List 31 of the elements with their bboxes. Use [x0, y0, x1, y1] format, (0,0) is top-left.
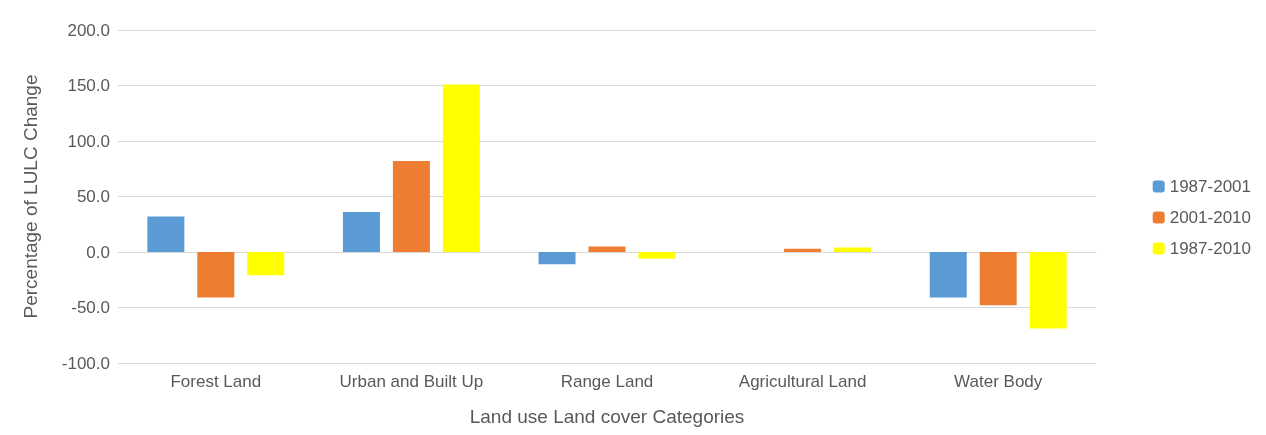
bar — [247, 252, 285, 276]
bar — [834, 247, 872, 252]
bar — [1029, 252, 1067, 329]
legend-label: 2001-2010 — [1169, 208, 1252, 227]
y-axis-title: Percentage of LULC Change — [20, 74, 41, 319]
y-tick-label: 150.0 — [67, 76, 110, 95]
y-tick-label: -100.0 — [61, 353, 110, 373]
y-tick-label: 50.0 — [76, 187, 110, 206]
x-tick-label: Water Body — [954, 372, 1043, 391]
x-tick-label: Agricultural Land — [738, 372, 867, 391]
bar — [442, 84, 480, 252]
bar — [929, 252, 967, 298]
x-tick-label: Range Land — [560, 372, 654, 391]
x-tick-label: Forest Land — [170, 372, 262, 391]
bar — [979, 252, 1017, 306]
bar — [784, 248, 822, 252]
bar — [392, 160, 430, 252]
bar — [588, 246, 626, 252]
bar — [342, 212, 380, 252]
x-axis-title: Land use Land cover Categories — [469, 406, 745, 427]
bar — [538, 252, 576, 265]
legend-label: 1987-2001 — [1169, 177, 1252, 196]
bar — [197, 252, 235, 298]
bar — [147, 216, 185, 252]
y-tick-label: 100.0 — [67, 131, 110, 151]
y-tick-label: 200.0 — [67, 20, 110, 40]
y-tick-label: 0.0 — [86, 242, 110, 262]
bar — [638, 252, 676, 259]
y-tick-label: -50.0 — [71, 298, 110, 317]
x-tick-label: Urban and Built Up — [339, 372, 484, 391]
legend-label: 1987-2010 — [1169, 239, 1252, 258]
